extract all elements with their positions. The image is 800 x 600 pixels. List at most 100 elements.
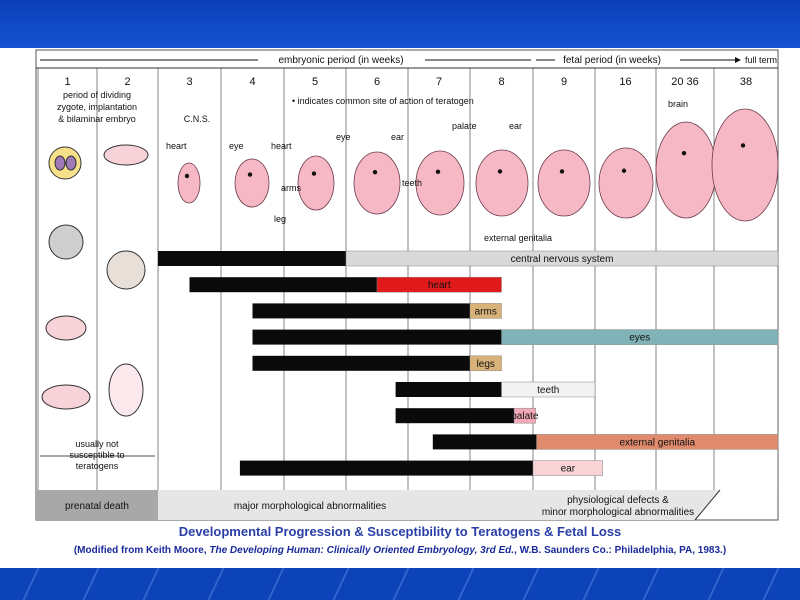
bar-critical-external-genitalia bbox=[432, 434, 537, 450]
full-term-label: full term bbox=[745, 55, 777, 65]
banner-streak-4 bbox=[207, 568, 225, 600]
embryo-stage-10 bbox=[598, 147, 654, 219]
embryo-stage-11 bbox=[655, 121, 717, 219]
week-label-11: 20 36 bbox=[671, 76, 699, 88]
week-label-9: 9 bbox=[561, 76, 567, 88]
bar-sensitive-palate bbox=[513, 407, 536, 424]
footer-physiological-line-2: minor morphological abnormalities bbox=[542, 507, 694, 518]
label-brain: brain bbox=[668, 99, 688, 109]
label-arms: arms bbox=[281, 183, 301, 193]
bar-sensitive-teeth bbox=[501, 381, 596, 398]
week-label-4: 4 bbox=[249, 76, 255, 88]
embryo-stage-7 bbox=[415, 150, 465, 216]
bar-sensitive-external-genitalia bbox=[536, 434, 779, 450]
bar-critical-central-nervous-system bbox=[158, 251, 346, 266]
note-week1-2-line-1: period of dividing bbox=[63, 90, 131, 100]
label-eye-week5: eye bbox=[336, 132, 351, 142]
teratogen-site-dot-11 bbox=[681, 151, 687, 156]
banner-streak-2 bbox=[82, 568, 100, 600]
bar-sensitive-ear bbox=[532, 460, 603, 476]
top-banner bbox=[0, 0, 800, 48]
embryo-stage-6 bbox=[353, 151, 401, 215]
footer-major: major morphological abnormalities bbox=[234, 501, 386, 512]
bar-critical-legs bbox=[252, 355, 470, 371]
week-label-12: 38 bbox=[740, 76, 752, 88]
caption-title: Developmental Progression & Susceptibili… bbox=[178, 524, 622, 539]
label-heart-week4: heart bbox=[271, 141, 292, 151]
caption-source-pre: (Modified from Keith Moore, bbox=[73, 545, 210, 556]
bar-label-eyes: eyes bbox=[629, 333, 650, 344]
note-week1-2-line-2: zygote, implantation bbox=[57, 102, 137, 112]
embryo-stage-12 bbox=[711, 108, 779, 222]
banner-streak-8 bbox=[457, 568, 475, 600]
teratogen-site-dot-3 bbox=[184, 173, 190, 179]
bar-critical-arms bbox=[252, 303, 470, 319]
bar-label-external-genitalia: external genitalia bbox=[619, 437, 695, 448]
banner-streak-12 bbox=[707, 568, 725, 600]
bar-label-heart: heart bbox=[428, 280, 451, 291]
week-label-3: 3 bbox=[186, 76, 192, 88]
caption-source-post: , W.B. Saunders Co.: Philadelphia, PA, 1… bbox=[514, 545, 727, 556]
chorionic-sac-sketch bbox=[108, 363, 144, 417]
bar-sensitive-central-nervous-system bbox=[345, 250, 779, 267]
bilaminar-sketch-2 bbox=[41, 384, 91, 410]
week-label-8: 8 bbox=[498, 76, 504, 88]
banner-streak-7 bbox=[392, 568, 410, 600]
footer-prenatal-death-band bbox=[36, 490, 158, 520]
bar-critical-heart bbox=[189, 277, 377, 293]
banner-streak-9 bbox=[522, 568, 540, 600]
bar-label-legs: legs bbox=[477, 359, 495, 370]
bar-label-ear: ear bbox=[561, 464, 576, 475]
footer-major-wedge bbox=[458, 490, 720, 520]
bar-sensitive-heart bbox=[376, 276, 502, 293]
embryo-stage-9 bbox=[537, 149, 591, 217]
zygote-cell-right bbox=[65, 155, 77, 171]
embryo-stage-8 bbox=[475, 149, 529, 217]
label-ear-week6: ear bbox=[391, 132, 404, 142]
bottom-banner bbox=[0, 568, 800, 600]
teratogen-site-dot-10 bbox=[621, 168, 627, 173]
label-external-genitalia: external genitalia bbox=[484, 233, 552, 243]
bar-sensitive-legs bbox=[469, 355, 502, 372]
bilaminar-sketch-1 bbox=[45, 315, 87, 341]
week-label-1: 1 bbox=[64, 76, 70, 88]
bar-label-teeth: teeth bbox=[537, 385, 559, 396]
label-heart-week3: heart bbox=[166, 141, 187, 151]
teratogen-site-dot-7 bbox=[435, 169, 441, 174]
blastocyst-sketch bbox=[106, 250, 146, 290]
week-label-5: 5 bbox=[312, 76, 318, 88]
implantation-sketch bbox=[103, 144, 149, 166]
bar-label-arms: arms bbox=[475, 306, 497, 317]
footer-major-band bbox=[158, 490, 473, 520]
note-not-susceptible-line-3: teratogens bbox=[76, 461, 119, 471]
bar-sensitive-eyes bbox=[501, 329, 779, 345]
morula-sketch bbox=[48, 224, 84, 260]
caption-source-book: The Developing Human: Clinically Oriente… bbox=[209, 545, 515, 556]
zygote-cell-left bbox=[54, 155, 66, 171]
teratogen-site-dot-4 bbox=[247, 172, 253, 177]
note-not-susceptible-line-2: susceptible to bbox=[69, 450, 124, 460]
banner-streak-6 bbox=[332, 568, 350, 600]
bar-label-central-nervous-system: central nervous system bbox=[511, 254, 614, 265]
week-label-10: 16 bbox=[619, 76, 631, 88]
bar-critical-teeth bbox=[395, 382, 502, 397]
footer-divider-slash bbox=[694, 489, 721, 521]
label-leg: leg bbox=[274, 214, 286, 224]
bar-critical-ear bbox=[239, 460, 533, 476]
bar-sensitive-arms bbox=[469, 303, 502, 319]
banner-streak-3 bbox=[142, 568, 160, 600]
banner-streak-5 bbox=[267, 568, 285, 600]
footer-physiological-line-1: physiological defects & bbox=[567, 495, 669, 506]
teratogen-site-dot-8 bbox=[497, 169, 503, 174]
week-label-2: 2 bbox=[124, 76, 130, 88]
label-ear-week8: ear bbox=[509, 121, 522, 131]
banner-streak-10 bbox=[582, 568, 600, 600]
label-teeth: teeth bbox=[402, 178, 422, 188]
fetal-arrow-head bbox=[735, 57, 741, 63]
week-label-7: 7 bbox=[436, 76, 442, 88]
note-not-susceptible-line-1: usually not bbox=[75, 439, 119, 449]
teratogen-site-dot-9 bbox=[559, 169, 565, 174]
teratogen-site-note: • indicates common site of action of ter… bbox=[292, 96, 474, 106]
bar-critical-eyes bbox=[252, 329, 502, 345]
